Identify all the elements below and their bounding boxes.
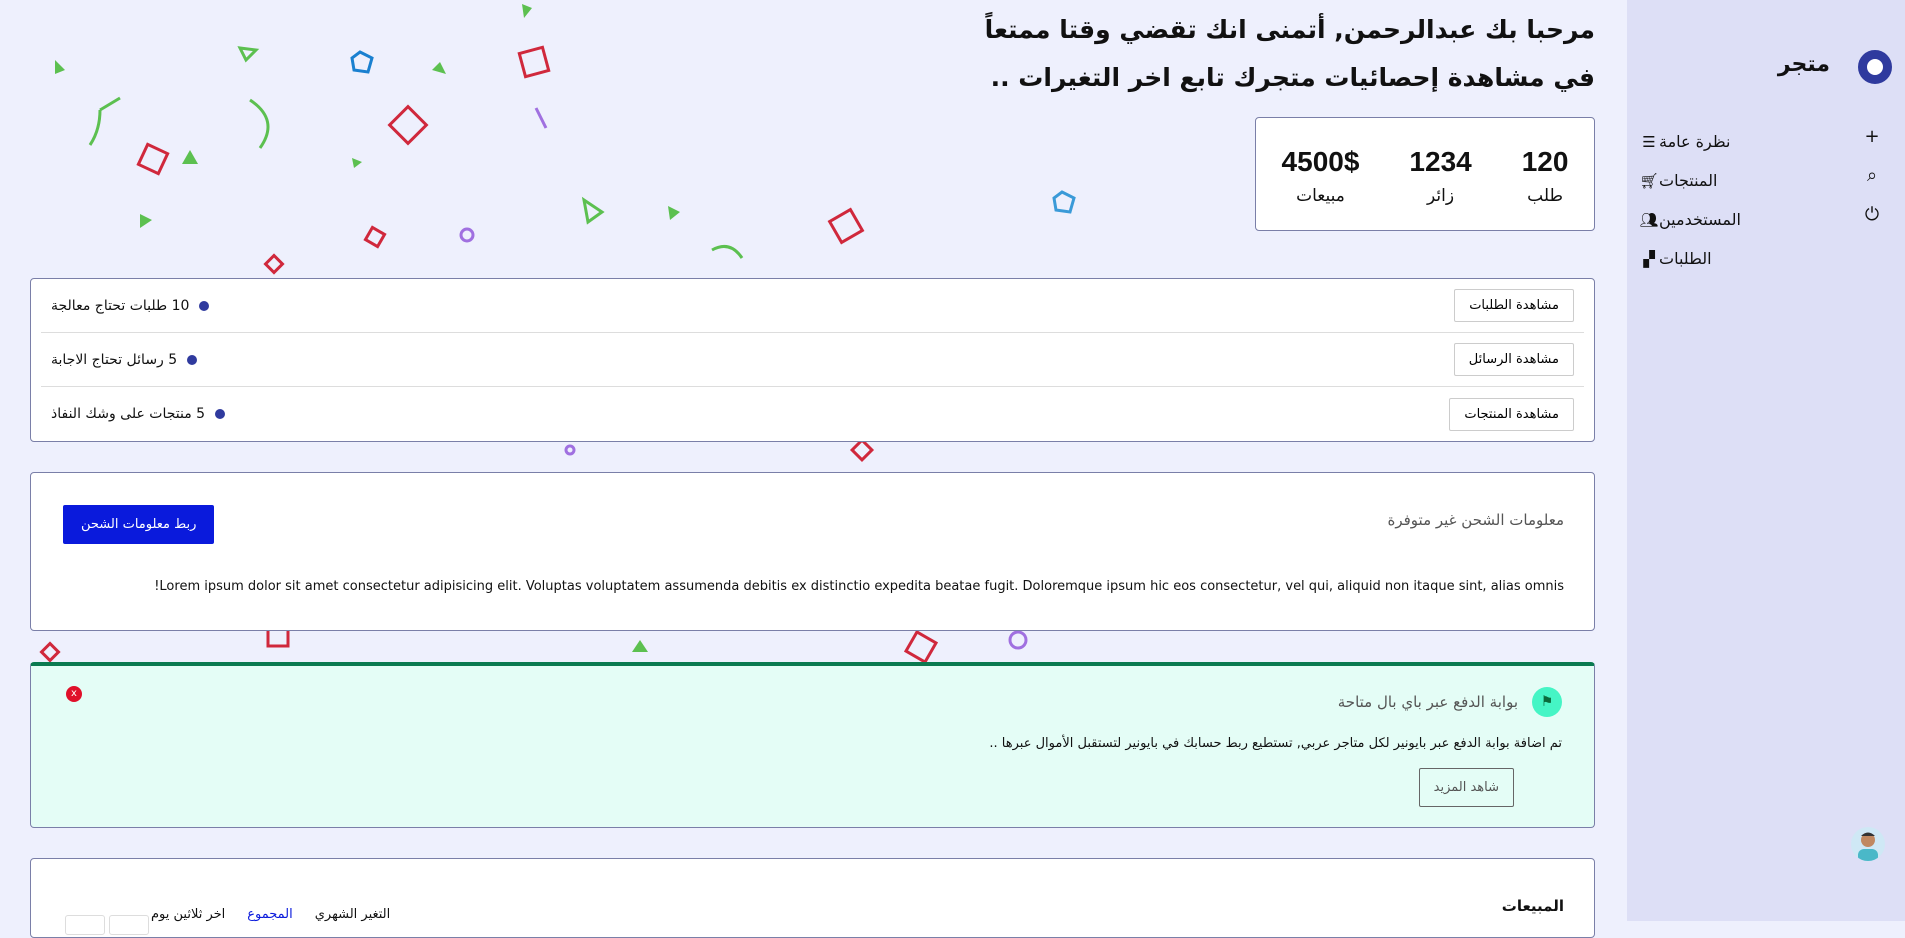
stat-label: زائر — [1427, 186, 1455, 206]
stat-value: 4500$ — [1281, 146, 1360, 177]
shipping-description: Lorem ipsum dolor sit amet consectetur a… — [154, 579, 1564, 594]
task-row: 10 طلبات تحتاج معالجة مشاهدة الطلبات — [41, 279, 1584, 333]
stat-label: طلب — [1527, 186, 1563, 206]
sidebar-item-overview[interactable]: ☰ نظرة عامة — [1627, 122, 1905, 161]
sidebar-item-label: المنتجات — [1659, 171, 1718, 190]
view-messages-button[interactable]: مشاهدة الرسائل — [1453, 343, 1574, 376]
link-shipping-button[interactable]: ربط معلومات الشحن — [63, 505, 215, 544]
bullet-icon — [187, 354, 198, 365]
bullet-icon — [199, 300, 210, 311]
stat-orders: 120 طلب — [1522, 146, 1569, 230]
plus-icon[interactable]: + — [1864, 126, 1880, 147]
shipping-card: معلومات الشحن غير متوفرة ربط معلومات الش… — [30, 472, 1595, 631]
view-products-button[interactable]: مشاهدة المنتجات — [1449, 397, 1574, 431]
side-tools: + ⌕ ⏻ — [1861, 126, 1883, 226]
task-row: 5 رسائل تحتاج الاجابة مشاهدة الرسائل — [41, 333, 1584, 387]
stat-sales: 4500$ مبيعات — [1282, 146, 1360, 230]
tab-monthly-change[interactable]: التغير الشهري — [314, 907, 391, 922]
brand-name: متجر — [1777, 52, 1830, 77]
view-orders-button[interactable]: مشاهدة الطلبات — [1454, 289, 1574, 322]
logo-icon[interactable] — [1858, 50, 1892, 84]
payment-notice: ⚑ بوابة الدفع عبر باي بال متاحة x تم اضا… — [30, 662, 1595, 828]
stats-card: 120 طلب 1234 زائر 4500$ مبيعات — [1255, 117, 1595, 231]
task-text: 5 رسائل تحتاج الاجابة — [51, 351, 178, 368]
task-row: 5 منتجات على وشك النفاذ مشاهدة المنتجات — [41, 387, 1584, 441]
cart-icon: 🛒︎ — [1639, 171, 1659, 190]
stat-value: 120 — [1521, 146, 1569, 177]
sales-title: المبيعات — [1501, 897, 1564, 915]
avatar[interactable] — [1851, 827, 1885, 861]
welcome-line-1: مرحبا بك عبدالرحمن, أتمنى انك تقضي وقتا … — [984, 15, 1595, 44]
sidebar-item-label: الطلبات — [1659, 249, 1712, 268]
search-icon[interactable]: ⌕ — [1866, 165, 1878, 186]
bullet-icon — [215, 409, 226, 419]
sidebar-item-orders[interactable]: ▞ الطلبات — [1627, 239, 1905, 278]
flag-icon: ⚑ — [1532, 687, 1562, 717]
boxes-icon: ▞ — [1643, 249, 1655, 268]
tab-last-30-days[interactable]: اخر ثلاثين يوم — [151, 907, 226, 922]
sales-card: المبيعات التغير الشهري المجموع اخر ثلاثي… — [30, 858, 1595, 938]
task-text: 5 منتجات على وشك النفاذ — [51, 406, 206, 422]
shipping-title: معلومات الشحن غير متوفرة — [1387, 511, 1565, 529]
sidebar-item-users[interactable]: 👥︎ المستخدمين — [1627, 200, 1905, 239]
task-text: 10 طلبات تحتاج معالجة — [51, 297, 190, 314]
stat-label: مبيعات — [1296, 186, 1345, 206]
welcome-heading: مرحبا بك عبدالرحمن, أتمنى انك تقضي وقتا … — [595, 6, 1595, 102]
see-more-button[interactable]: شاهد المزيد — [1418, 768, 1514, 807]
sidebar-nav: ☰ نظرة عامة 🛒︎ المنتجات 👥︎ المستخدمين ▞ الطل… — [1627, 122, 1905, 278]
chart-control-button[interactable] — [109, 915, 149, 935]
chart-control-button[interactable] — [65, 915, 105, 935]
tasks-card: 10 طلبات تحتاج معالجة مشاهدة الطلبات 5 رس… — [30, 278, 1595, 442]
power-icon[interactable]: ⏻ — [1864, 204, 1880, 225]
sidebar-item-label: المستخدمين — [1659, 210, 1741, 229]
sidebar: متجر ☰ نظرة عامة 🛒︎ المنتجات 👥︎ المستخدمين … — [1627, 0, 1905, 921]
sidebar-item-products[interactable]: 🛒︎ المنتجات — [1627, 161, 1905, 200]
list-icon: ☰ — [1642, 132, 1656, 151]
notice-body: تم اضافة بوابة الدفع عبر بايونير لكل متا… — [989, 736, 1562, 751]
sidebar-item-label: نظرة عامة — [1659, 132, 1731, 151]
stat-visitors: 1234 زائر — [1409, 146, 1471, 230]
welcome-line-2: في مشاهدة إحصائيات متجرك تابع اخر التغير… — [990, 63, 1595, 92]
tab-total[interactable]: المجموع — [247, 907, 293, 922]
users-icon: 👥︎ — [1639, 210, 1659, 229]
stat-value: 1234 — [1409, 146, 1472, 177]
notice-title: بوابة الدفع عبر باي بال متاحة — [1337, 693, 1518, 711]
close-icon[interactable]: x — [66, 686, 82, 702]
